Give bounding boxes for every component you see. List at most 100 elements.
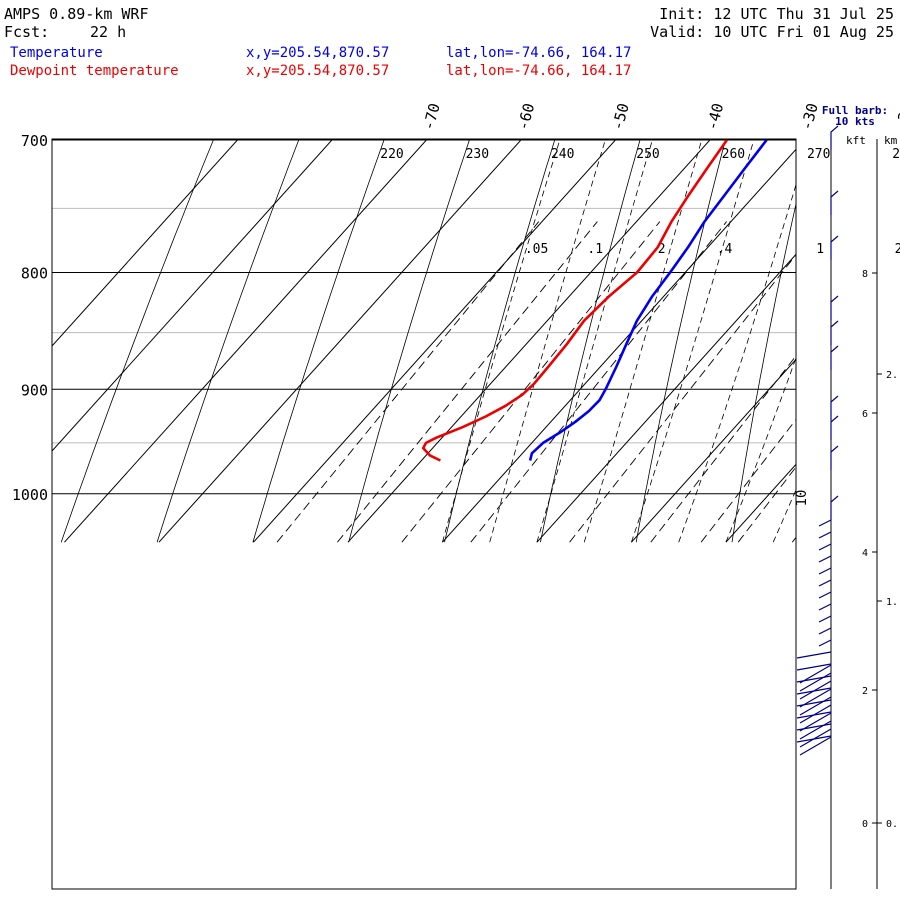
theta-label: 240: [551, 147, 574, 162]
wind-barb: [830, 495, 839, 520]
dry-adiabat-line: [156, 139, 300, 543]
kft-axis-label: kft: [846, 134, 866, 147]
wind-barb: [830, 345, 839, 370]
mixing-ratio-label: 1: [816, 242, 824, 257]
wind-barb-shaft: [799, 704, 832, 724]
legend-temperature-xy: x,y=205.54,870.57: [246, 45, 390, 61]
mixing-ratio-line: [569, 254, 796, 543]
isotherm-line: [536, 253, 796, 543]
theta-label: 250: [636, 147, 659, 162]
wind-barb-shaft: [799, 728, 832, 748]
pressure-tick-label: 700: [21, 132, 48, 150]
temperature-tick-label: -50: [608, 101, 632, 132]
wind-barb: [796, 651, 832, 659]
valid-time: Valid: 10 UTC Fri 01 Aug 25: [650, 23, 894, 41]
dry-adiabat-line: [444, 139, 556, 543]
legend-dewpoint-xy: x,y=205.54,870.57: [246, 63, 390, 79]
wind-barb-shaft: [799, 688, 832, 708]
legend-dewpoint-label: Dewpoint temperature: [10, 63, 179, 79]
isotherm-line: [158, 139, 523, 543]
init-time: Init: 12 UTC Thu 31 Jul 25: [659, 5, 894, 23]
mixing-ratio-line: [401, 221, 661, 543]
mixing-ratio-label: .1: [587, 242, 603, 257]
wind-barb: [830, 190, 839, 215]
pressure-tick-label: 1000: [12, 486, 48, 504]
wind-barb: [818, 591, 832, 599]
wind-barb-shaft: [799, 696, 832, 716]
moist-adiabat-line: [442, 139, 561, 543]
moist-adiabat-line: [489, 139, 607, 543]
forecast-label: Fcst:: [4, 23, 50, 41]
wind-barb: [796, 663, 832, 671]
dewpoint-curve: [421, 139, 728, 462]
mixing-ratio-label: .05: [525, 242, 548, 257]
wind-barb: [818, 567, 832, 575]
wind-barb: [818, 531, 832, 539]
isotherm-line: [52, 139, 239, 347]
moist-adiabat-line: [725, 356, 796, 543]
wind-barb: [830, 125, 839, 150]
moist-adiabat-line: [820, 126, 900, 543]
temperature-curve: [528, 139, 768, 461]
theta-label: 220: [380, 147, 403, 162]
isotherm-line: [64, 139, 428, 543]
km-tick-label: 1.: [886, 597, 898, 608]
wind-barb: [830, 320, 839, 345]
kft-tick-label: 8: [862, 269, 868, 280]
mixing-ratio-line: [470, 221, 727, 543]
isotherm-line: [725, 463, 796, 543]
wind-barb-shaft: [799, 680, 832, 700]
isotherm-line: [631, 358, 796, 543]
wind-barb: [818, 627, 832, 635]
wind-barb: [818, 555, 832, 563]
wind-barb: [830, 235, 839, 260]
legend-temperature-label: Temperature: [10, 45, 103, 61]
theta-label: 280: [892, 147, 900, 162]
wind-barb: [830, 395, 839, 420]
legend-temperature-latlon: lat,lon=-74.66, 164.17: [446, 45, 632, 61]
isotherm-line: [347, 139, 712, 543]
mixing-ratio-label: .4: [717, 242, 733, 257]
legend-dewpoint-latlon: lat,lon=-74.66, 164.17: [446, 63, 632, 79]
kft-tick-label: 0: [862, 819, 868, 830]
wind-barb-shaft: [799, 664, 832, 684]
wind-barb-shaft: [799, 672, 832, 692]
wind-barb: [818, 519, 832, 527]
wind-barb: [830, 295, 839, 320]
wind-barb: [830, 415, 839, 440]
mixing-ratio-line: [337, 221, 598, 543]
forecast-value: 22 h: [90, 23, 127, 41]
dry-adiabat-line: [252, 139, 385, 543]
moist-adiabat-line: [868, 126, 900, 543]
moist-adiabat-line: [583, 139, 703, 543]
wind-barb-shaft: [799, 720, 832, 740]
wind-panel-title: Full barb:: [822, 104, 888, 117]
wind-barb: [818, 603, 832, 611]
mixing-ratio-line: [276, 221, 540, 543]
dry-adiabat-line: [60, 139, 215, 543]
km-tick-label: 2.: [886, 370, 898, 381]
isotherm-line: [820, 126, 900, 542]
km-tick-label: 0.: [886, 819, 898, 830]
moist-adiabat-line: [536, 139, 654, 543]
theta-label: 270: [807, 147, 830, 162]
temperature-tick-label: -60: [514, 101, 538, 132]
dry-adiabat-line: [635, 139, 727, 543]
isotherm-line: [52, 139, 334, 452]
wind-barb-shaft: [799, 736, 832, 756]
wind-barb-shaft: [799, 712, 832, 732]
moist-adiabat-line: [631, 139, 755, 543]
model-title: AMPS 0.89-km WRF: [4, 5, 149, 23]
mixing-ratio-line: [650, 355, 796, 543]
plot-frame: [51, 138, 797, 890]
wind-barb: [818, 615, 832, 623]
temperature-tick-label: -30: [797, 101, 821, 132]
wind-barb: [818, 579, 832, 587]
kft-tick-label: 2: [862, 686, 868, 697]
wind-barb: [818, 543, 832, 551]
mixing-ratio-label: 2: [895, 242, 900, 257]
temperature-tick-label: -70: [419, 101, 443, 132]
wind-barb: [818, 639, 832, 647]
dry-adiabat-line: [731, 202, 796, 543]
